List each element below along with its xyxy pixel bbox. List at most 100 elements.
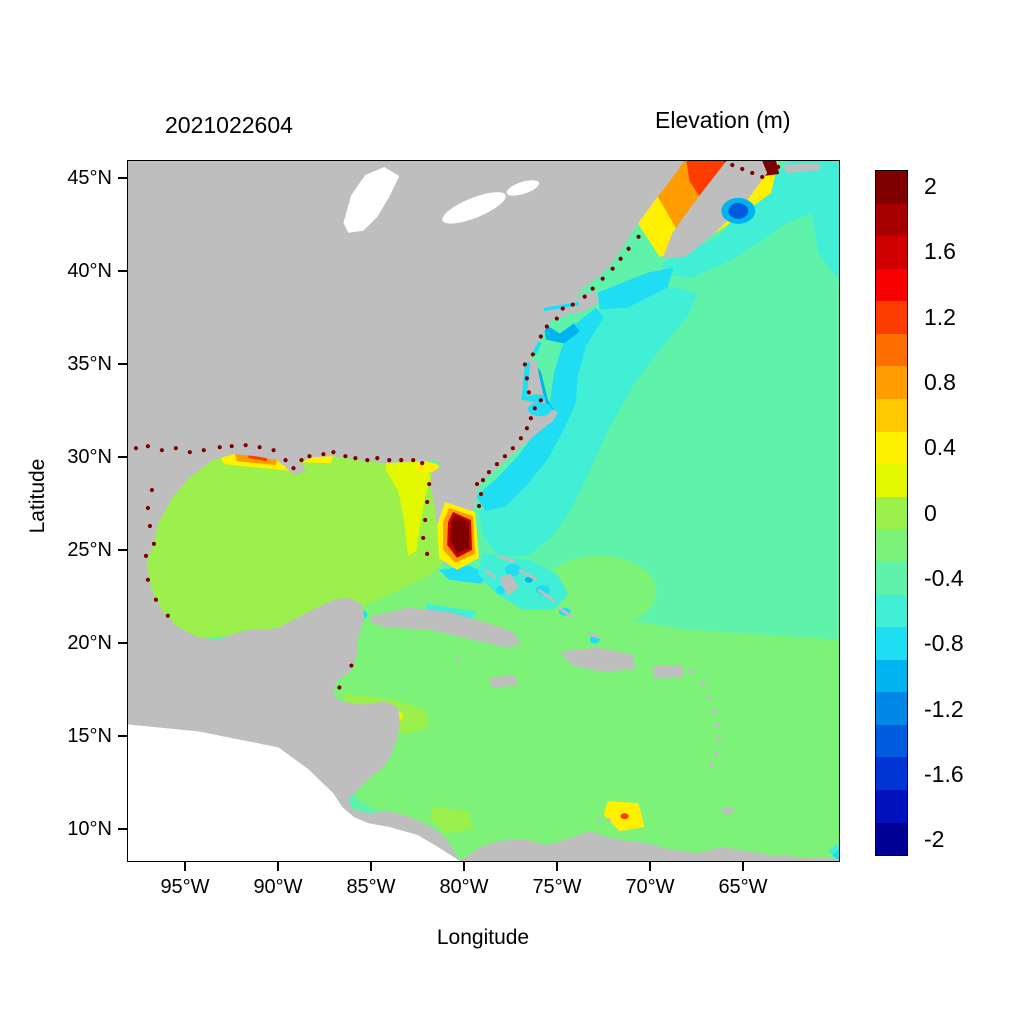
coastal-speckle	[151, 541, 157, 546]
coastal-speckle	[626, 246, 631, 251]
albemarle-sound	[525, 394, 546, 403]
x-tick-label: 85°W	[346, 876, 396, 898]
coastal-speckle	[524, 376, 529, 381]
y-tick-mark	[118, 456, 127, 458]
colorbar-tick-label: 0	[924, 499, 937, 526]
land-lesser-antilles	[455, 657, 734, 823]
coastal-speckle	[143, 553, 149, 558]
bahamas-cyan-spot	[535, 584, 550, 595]
chesapeake-bay	[521, 362, 531, 401]
gulf-of-mexico	[128, 442, 452, 639]
x-tick-label: 95°W	[160, 876, 210, 898]
colorbar-band	[876, 561, 907, 595]
colorbar-band	[876, 464, 907, 497]
land-pei	[782, 162, 822, 173]
colorbar-tick-label: 0.8	[924, 368, 956, 395]
coastal-speckle	[343, 454, 348, 459]
coastal-speckle	[486, 470, 492, 475]
colorbar-band	[876, 529, 907, 562]
delaware-bay	[532, 341, 542, 356]
colorbar-band	[876, 203, 907, 237]
x-tick-mark	[184, 862, 186, 871]
y-tick-label: 35°N	[67, 353, 112, 375]
coastal-extreme-speckles	[133, 162, 781, 690]
coastal-speckle	[307, 454, 312, 459]
x-tick-label: 75°W	[532, 876, 582, 898]
colorbar-band	[876, 789, 907, 823]
coastal-speckle	[337, 685, 342, 690]
land-andros	[498, 573, 519, 596]
coastal-speckle	[554, 316, 559, 321]
coastal-speckle	[159, 448, 164, 453]
land-jamaica	[488, 675, 518, 688]
coastal-speckle	[283, 458, 288, 463]
coastal-speckle	[636, 234, 641, 239]
coastal-speckle	[532, 406, 537, 411]
coastal-speckle	[423, 517, 428, 523]
coastal-speckle	[291, 466, 296, 471]
y-tick-label: 15°N	[67, 725, 112, 747]
coastal-speckle	[420, 461, 425, 466]
elevation-map	[128, 161, 839, 861]
west-florida-shelf	[385, 459, 431, 556]
coastal-speckle	[582, 294, 587, 299]
colorbar-tick-label: 2	[924, 172, 937, 199]
colorbar-band	[876, 399, 907, 432]
coastal-speckle	[544, 324, 549, 329]
y-tick-mark	[118, 177, 127, 179]
land-hispaniola	[559, 647, 636, 673]
colorbar-band	[876, 659, 907, 693]
big-bend-yellow	[413, 462, 440, 473]
colorbar-band	[876, 594, 907, 628]
coastal-speckle	[145, 505, 151, 511]
colombia-coast-green	[430, 807, 474, 834]
coastal-speckle	[494, 462, 500, 467]
coastal-speckle	[750, 170, 755, 176]
land-bahamas-slivers	[484, 554, 600, 640]
bottomright-cyan	[832, 849, 839, 861]
coastal-speckle	[187, 450, 192, 455]
coastal-speckle	[522, 362, 527, 367]
colorbar-tick-label: -1.2	[924, 695, 964, 722]
cuba-north-turquoise	[425, 603, 478, 620]
canaveral-blob	[437, 502, 480, 570]
coastal-speckle	[145, 444, 151, 449]
coastal-speckle	[243, 443, 248, 448]
x-tick-label: 70°W	[625, 876, 675, 898]
newyork-blue	[543, 323, 580, 344]
coastal-speckle	[740, 166, 745, 172]
coastal-speckle	[610, 266, 615, 271]
colorbar-band	[876, 724, 907, 758]
coastal-speckle	[425, 551, 430, 556]
st-lawrence-blue-core	[728, 202, 749, 219]
coastal-speckle	[600, 276, 605, 281]
coastal-speckle	[776, 164, 781, 170]
y-tick-mark	[118, 549, 127, 551]
colorbar-band	[876, 496, 907, 530]
colorbar-band	[876, 431, 907, 465]
coastal-speckle	[353, 456, 358, 461]
colorbar-tick-label: -0.4	[924, 564, 964, 591]
y-tick-label: 20°N	[67, 632, 112, 654]
colorbar-tick-label: -1.6	[924, 760, 964, 787]
coastal-speckle	[421, 535, 426, 541]
pamlico-sound	[527, 402, 552, 417]
eastcoast-turquoise-band	[479, 286, 698, 556]
coastal-speckle	[510, 446, 516, 451]
coastal-speckle	[165, 613, 170, 618]
coastal-speckle	[153, 597, 159, 602]
no-data-region	[128, 724, 461, 861]
coastal-speckle	[365, 458, 370, 463]
x-tick-mark	[649, 862, 651, 871]
y-tick-label: 10°N	[67, 818, 112, 840]
coastal-speckle	[399, 458, 404, 463]
colorbar-band	[876, 333, 907, 367]
coastal-speckle	[528, 416, 533, 421]
colorbar-title: Elevation (m)	[655, 107, 791, 133]
colorbar-tick-label: -2	[924, 826, 945, 853]
y-tick-mark	[118, 363, 127, 365]
coastal-speckle	[502, 454, 508, 459]
coastal-speckle	[427, 481, 432, 487]
coastal-overlays	[133, 162, 781, 690]
coastal-speckle	[530, 352, 535, 357]
